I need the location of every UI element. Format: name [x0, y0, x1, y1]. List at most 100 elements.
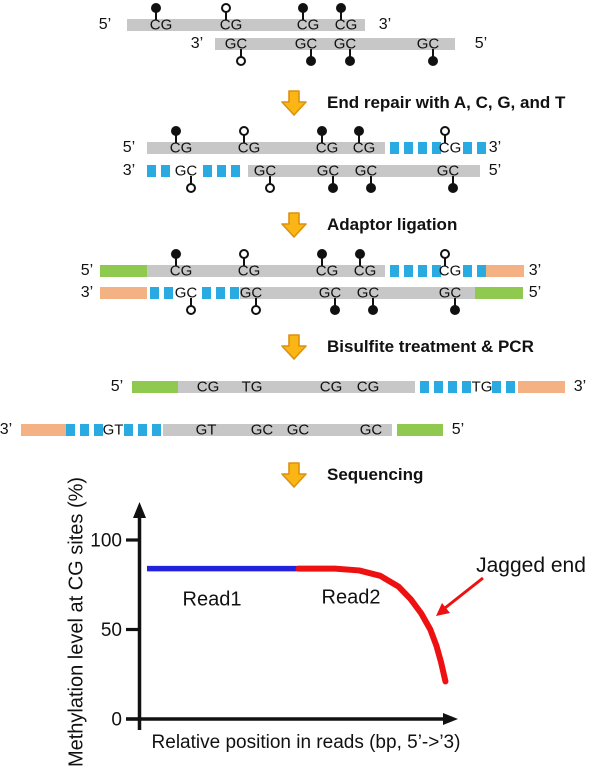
site-label: GC	[286, 421, 310, 439]
annotation-arrowhead-icon	[436, 603, 450, 616]
down-block-arrow-icon	[281, 462, 307, 488]
adaptor-fill-dash	[161, 165, 170, 177]
strand-bar-gray	[215, 38, 455, 50]
strand-end-label: 3’	[122, 162, 136, 179]
methyl-mark-filled	[151, 3, 161, 13]
site-label: CG	[353, 262, 377, 280]
strand-end-label: 3’	[190, 35, 204, 52]
adaptor-fill-dash	[434, 381, 443, 393]
methyl-stem	[359, 254, 361, 266]
adaptor-fill-dash	[432, 265, 441, 277]
site-label: GC	[438, 284, 462, 302]
strand-bar-gray	[147, 265, 385, 277]
adaptor-fill-dash	[404, 265, 413, 277]
strand-end-label: 5’	[474, 35, 488, 52]
strand-bar-green	[475, 287, 523, 299]
adaptor-fill-dash	[216, 287, 225, 299]
read1-label: Read1	[182, 588, 242, 611]
y-tick-label: 0	[111, 710, 122, 731]
methyl-stem	[255, 298, 257, 310]
site-label: GC	[359, 421, 383, 439]
methyl-mark-open	[440, 249, 450, 259]
site-label: CG	[352, 139, 376, 157]
strand-bar-gray	[127, 19, 365, 31]
methyl-mark-filled	[366, 183, 376, 193]
methyl-stem	[243, 254, 245, 266]
adaptor-fill-dash	[477, 265, 486, 277]
read2-label: Read2	[321, 586, 381, 609]
site-label: CG	[296, 16, 320, 34]
strand-bar-green	[397, 424, 443, 436]
strand-end-label: 5’	[110, 378, 124, 395]
methyl-stem	[349, 49, 351, 61]
site-label: CG	[149, 16, 173, 34]
adaptor-fill-dash	[66, 424, 75, 436]
methyl-mark-open	[186, 305, 196, 315]
methyl-mark-filled	[171, 126, 181, 136]
methyl-stem	[240, 49, 242, 61]
methyl-mark-filled	[448, 183, 458, 193]
site-label: CG	[196, 378, 220, 396]
strand-end-label: 3’	[378, 16, 392, 33]
site-label: CG	[237, 139, 261, 157]
y-axis-arrowhead-icon	[133, 502, 146, 518]
adaptor-fill-dash	[80, 424, 89, 436]
methyl-stem	[432, 49, 434, 61]
adaptor-fill-dash	[390, 265, 399, 277]
site-label: GC	[174, 162, 198, 180]
step-caption-sequencing: Sequencing	[327, 465, 424, 484]
methyl-mark-open	[221, 3, 231, 13]
adaptor-fill-dash	[390, 142, 399, 154]
site-label: CG	[315, 262, 339, 280]
strand-end-label: 5’	[528, 284, 542, 301]
adaptor-fill-dash	[404, 142, 413, 154]
site-label: CG	[438, 139, 462, 157]
adaptor-fill-dash	[202, 287, 211, 299]
methyl-stem	[190, 298, 192, 310]
strand-bar-gray	[240, 287, 475, 299]
site-label: GC	[333, 35, 357, 53]
methyl-mark-filled	[171, 249, 181, 259]
site-label: CG	[237, 262, 261, 280]
site-label: GC	[174, 284, 198, 302]
methyl-mark-open	[186, 183, 196, 193]
methyl-stem	[190, 176, 192, 188]
adaptor-fill-dash	[203, 165, 212, 177]
methyl-stem	[452, 176, 454, 188]
methyl-mark-filled	[336, 3, 346, 13]
methyl-stem	[225, 8, 227, 20]
strand-end-label: 3’	[488, 139, 502, 156]
adaptor-fill-dash	[418, 265, 427, 277]
adaptor-fill-dash	[462, 381, 471, 393]
methyl-mark-filled	[330, 305, 340, 315]
methyl-stem	[321, 131, 323, 143]
adaptor-fill-dash	[217, 165, 226, 177]
methyl-stem	[175, 254, 177, 266]
y-axis-label: Methylation level at CG sites (%)	[65, 476, 88, 768]
site-label: GC	[354, 162, 378, 180]
site-label: GT	[102, 421, 124, 439]
site-label: GC	[253, 162, 277, 180]
adaptor-fill-dash	[150, 287, 159, 299]
methyl-stem	[370, 176, 372, 188]
strand-bar-orange	[21, 424, 67, 436]
methyl-mark-open	[251, 305, 261, 315]
methyl-stem	[444, 254, 446, 266]
strand-bar-gray	[248, 165, 480, 177]
methyl-mark-open	[236, 56, 246, 66]
adaptor-fill-dash	[448, 381, 457, 393]
methyl-mark-filled	[428, 56, 438, 66]
strand-bar-orange	[518, 381, 565, 393]
methyl-stem	[243, 131, 245, 143]
methyl-stem	[454, 298, 456, 310]
methyl-mark-filled	[317, 126, 327, 136]
adaptor-fill-dash	[432, 142, 441, 154]
methyl-stem	[302, 8, 304, 20]
adaptor-fill-dash	[138, 424, 147, 436]
site-label: GC	[356, 284, 380, 302]
strand-bar-gray	[178, 381, 415, 393]
methyl-stem	[175, 131, 177, 143]
down-block-arrow-icon	[281, 212, 307, 238]
methyl-stem	[310, 49, 312, 61]
